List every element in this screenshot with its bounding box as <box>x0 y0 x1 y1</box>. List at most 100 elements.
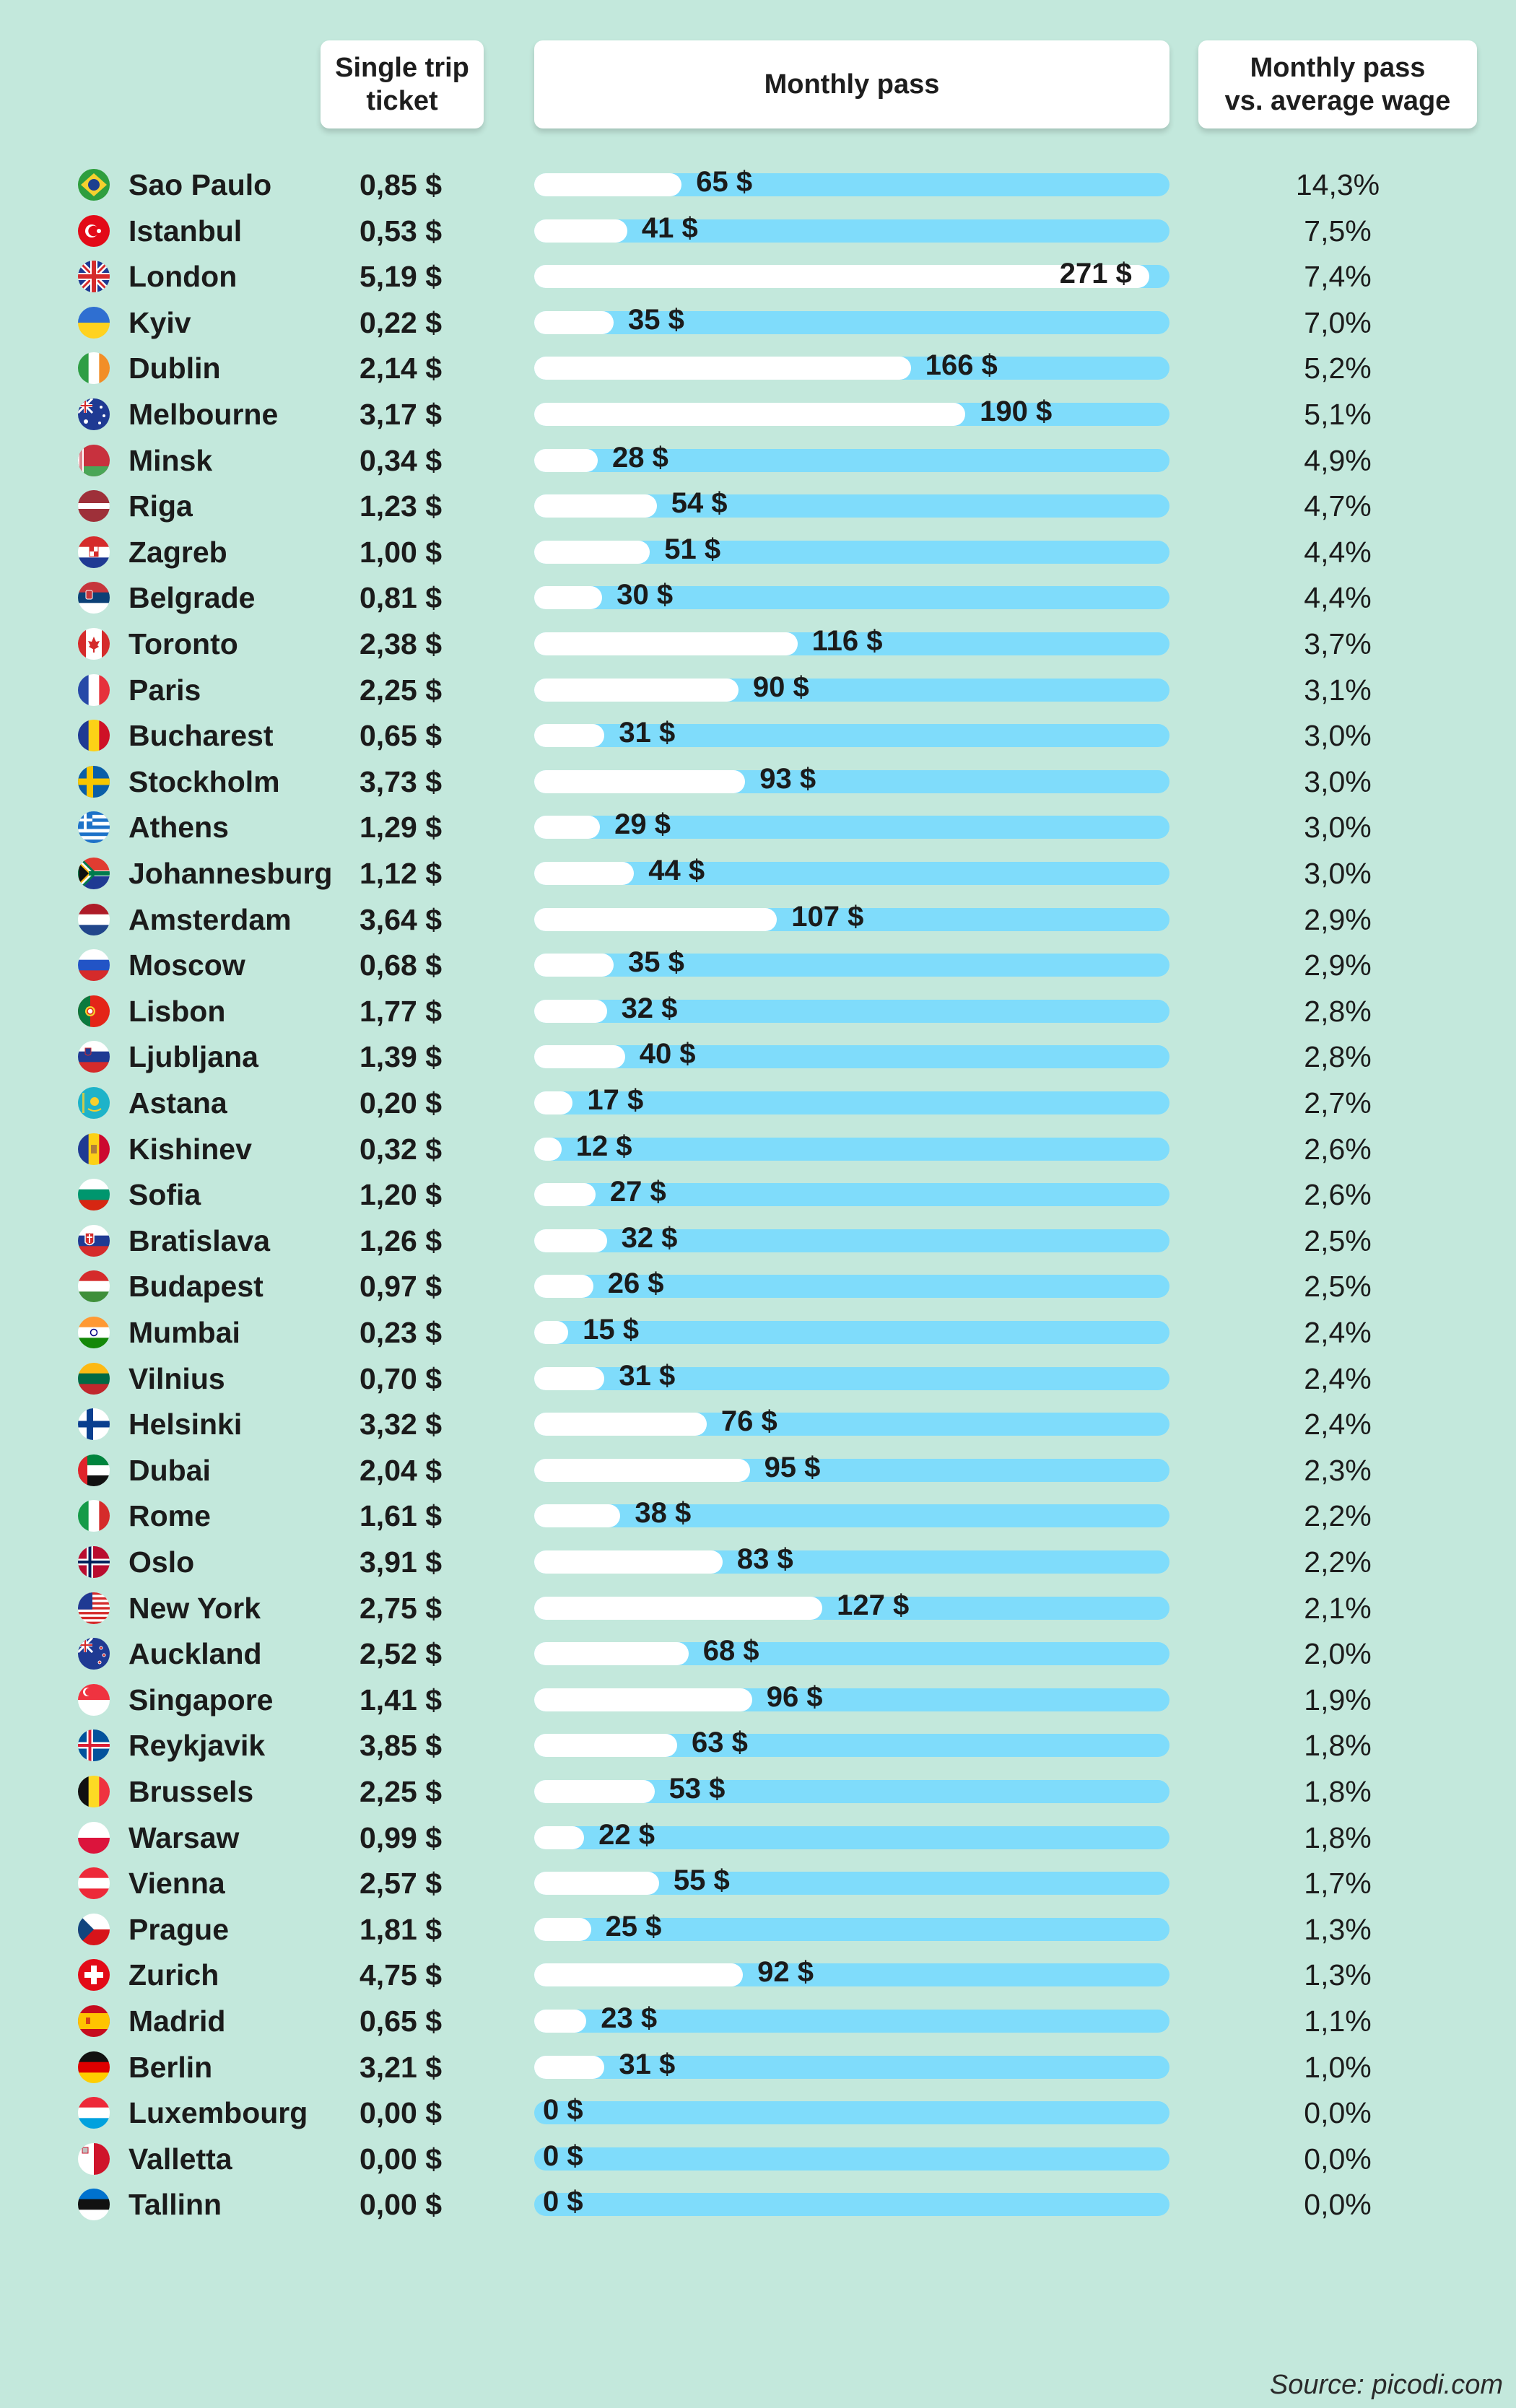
table-row: Kishinev 0,32 $ 12 $ 2,6% <box>0 1127 1516 1171</box>
single-trip-price: 0,65 $ <box>360 2005 442 2038</box>
table-row: Vienna 2,57 $ 55 $ 1,7% <box>0 1862 1516 1905</box>
city-name: Istanbul <box>128 214 243 248</box>
monthly-pass-bar-track <box>534 2010 1169 2033</box>
ireland-flag-icon <box>78 352 110 385</box>
single-trip-price: 0,00 $ <box>360 2188 442 2222</box>
monthly-pass-bar-track <box>534 540 1169 564</box>
monthly-pass-value-label: 116 $ <box>811 625 883 657</box>
new-zealand-flag-icon <box>78 1638 110 1670</box>
monthly-pass-bar <box>534 448 598 472</box>
city-name: Valletta <box>128 2142 232 2176</box>
city-name: Auckland <box>128 1637 262 1671</box>
monthly-pass-bar-track <box>534 954 1169 977</box>
single-trip-price: 3,85 $ <box>360 1729 442 1763</box>
wage-percentage: 3,0% <box>1304 764 1372 798</box>
monthly-pass-bar <box>534 1045 625 1069</box>
wage-percentage: 7,4% <box>1304 260 1372 294</box>
moldova-flag-icon <box>78 1133 110 1165</box>
latvia-flag-icon <box>78 490 110 523</box>
switzerland-flag-icon <box>78 1959 110 1992</box>
wage-percentage: 2,8% <box>1304 1040 1372 1074</box>
monthly-pass-value-label: 127 $ <box>837 1589 910 1621</box>
monthly-pass-value-label: 96 $ <box>766 1680 823 1713</box>
wage-percentage: 1,8% <box>1304 1775 1372 1808</box>
monthly-pass-value-label: 107 $ <box>791 900 864 933</box>
wage-percentage: 2,0% <box>1304 1637 1372 1671</box>
monthly-pass-bar-track <box>534 1137 1169 1161</box>
single-trip-price: 1,29 $ <box>360 811 442 845</box>
turkey-flag-icon <box>78 214 110 247</box>
single-trip-price: 5,19 $ <box>360 260 442 294</box>
city-name: Warsaw <box>128 1820 240 1854</box>
czechia-flag-icon <box>78 1913 110 1945</box>
city-name: Luxembourg <box>128 2096 308 2130</box>
table-row: Riga 1,23 $ 54 $ 4,7% <box>0 484 1516 528</box>
wage-percentage: 2,6% <box>1304 1132 1372 1166</box>
single-trip-price: 2,38 $ <box>360 627 442 660</box>
single-trip-price: 1,77 $ <box>360 994 442 1028</box>
monthly-pass-bar <box>534 999 607 1023</box>
single-trip-price: 1,41 $ <box>360 1683 442 1716</box>
table-row: Athens 1,29 $ 29 $ 3,0% <box>0 806 1516 849</box>
bulgaria-flag-icon <box>78 1179 110 1211</box>
single-trip-price: 1,26 $ <box>360 1223 442 1257</box>
city-name: Bratislava <box>128 1223 271 1257</box>
monthly-pass-bar-track <box>534 265 1169 289</box>
city-name: Helsinki <box>128 1408 243 1441</box>
table-row: Belgrade 0,81 $ 30 $ 4,4% <box>0 576 1516 619</box>
single-trip-price: 0,68 $ <box>360 948 442 982</box>
wage-percentage: 5,2% <box>1304 352 1372 385</box>
city-name: Mumbai <box>128 1316 240 1349</box>
monthly-pass-bar-track <box>534 1045 1169 1069</box>
single-trip-price: 3,91 $ <box>360 1545 442 1579</box>
table-row: Singapore 1,41 $ 96 $ 1,9% <box>0 1678 1516 1722</box>
monthly-pass-bar <box>534 1872 659 1896</box>
table-row: Paris 2,25 $ 90 $ 3,1% <box>0 668 1516 712</box>
sweden-flag-icon <box>78 765 110 798</box>
monthly-pass-value-label: 29 $ <box>614 808 671 841</box>
portugal-flag-icon <box>78 995 110 1027</box>
monthly-pass-bar-track <box>534 632 1169 655</box>
single-trip-price: 3,73 $ <box>360 764 442 798</box>
single-trip-price: 0,65 $ <box>360 719 442 753</box>
single-trip-price: 3,64 $ <box>360 902 442 936</box>
ukraine-flag-icon <box>78 306 110 339</box>
city-name: Riga <box>128 489 193 523</box>
australia-flag-icon <box>78 398 110 430</box>
netherlands-flag-icon <box>78 903 110 935</box>
monthly-pass-bar <box>534 1183 596 1207</box>
single-trip-price: 0,20 $ <box>360 1086 442 1120</box>
monthly-pass-value-label: 90 $ <box>752 671 809 703</box>
wage-percentage: 3,0% <box>1304 811 1372 845</box>
monthly-pass-bar-track <box>534 494 1169 518</box>
city-name: Stockholm <box>128 764 280 798</box>
city-name: Sao Paulo <box>128 168 272 201</box>
table-row: Helsinki 3,32 $ 76 $ 2,4% <box>0 1403 1516 1446</box>
monthly-pass-bar-track <box>534 2193 1169 2217</box>
wage-percentage: 1,3% <box>1304 1958 1372 1992</box>
monthly-pass-value-label: 44 $ <box>648 855 705 886</box>
wage-percentage: 2,8% <box>1304 994 1372 1028</box>
city-name: Sofia <box>128 1178 201 1212</box>
monthly-pass-bar <box>534 265 1149 289</box>
monthly-pass-bar <box>534 954 614 977</box>
greece-flag-icon <box>78 811 110 844</box>
monthly-pass-bar-track <box>534 816 1169 839</box>
usa-flag-icon <box>78 1592 110 1624</box>
monthly-pass-bar <box>534 403 966 426</box>
monthly-pass-bar-track <box>534 1963 1169 1987</box>
wage-percentage: 2,1% <box>1304 1591 1372 1625</box>
table-row: Prague 1,81 $ 25 $ 1,3% <box>0 1908 1516 1951</box>
uk-flag-icon <box>78 261 110 293</box>
romania-flag-icon <box>78 720 110 752</box>
monthly-pass-bar-track <box>534 2101 1169 2125</box>
norway-flag-icon <box>78 1546 110 1578</box>
serbia-flag-icon <box>78 582 110 614</box>
belarus-flag-icon <box>78 444 110 476</box>
single-trip-price: 0,00 $ <box>360 2096 442 2130</box>
single-trip-price: 3,17 $ <box>360 398 442 431</box>
monthly-pass-bar <box>534 1642 689 1666</box>
monthly-pass-bar-track <box>534 219 1169 243</box>
italy-flag-icon <box>78 1500 110 1532</box>
city-name: Prague <box>128 1912 229 1946</box>
